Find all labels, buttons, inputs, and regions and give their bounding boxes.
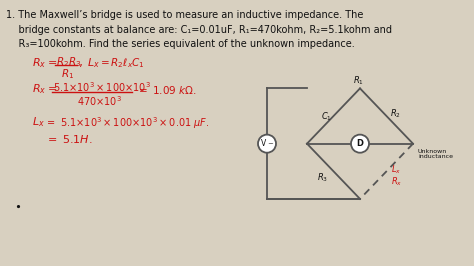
- Text: $C_1$: $C_1$: [321, 110, 332, 123]
- Text: V: V: [261, 139, 266, 148]
- Text: R₃=100kohm. Find the series equivalent of the unknown impedance.: R₃=100kohm. Find the series equivalent o…: [6, 39, 355, 49]
- Text: $L_x$: $L_x$: [32, 115, 45, 129]
- Text: $=$: $=$: [45, 82, 57, 92]
- Text: ,: ,: [79, 56, 83, 69]
- Text: $=$: $=$: [45, 56, 57, 66]
- Text: 1. The Maxwell’s bridge is used to measure an inductive impedance. The: 1. The Maxwell’s bridge is used to measu…: [6, 10, 364, 20]
- Text: bridge constants at balance are: C₁=0.01uF, R₁=470kohm, R₂=5.1kohm and: bridge constants at balance are: C₁=0.01…: [6, 25, 392, 35]
- Text: $5.1{\times}10^3 \times 100{\times}10^3$: $5.1{\times}10^3 \times 100{\times}10^3$: [53, 80, 151, 94]
- Circle shape: [258, 135, 276, 153]
- Text: $R_x$: $R_x$: [392, 175, 403, 188]
- Text: $R_1$: $R_1$: [353, 74, 364, 87]
- Text: ~: ~: [267, 141, 273, 147]
- Text: $R_1$: $R_1$: [61, 67, 74, 81]
- Text: $470{\times}10^3$: $470{\times}10^3$: [77, 94, 122, 108]
- Circle shape: [351, 135, 369, 153]
- Text: Unknown
inductance: Unknown inductance: [418, 149, 453, 160]
- Text: $= \ 1.09 \ k\Omega.$: $= \ 1.09 \ k\Omega.$: [136, 84, 197, 96]
- Text: $R_x$: $R_x$: [32, 56, 46, 70]
- Text: $= \ 5.1{\times}10^3 \times 100{\times}10^3 \times 0.01 \ \mu F.$: $= \ 5.1{\times}10^3 \times 100{\times}1…: [45, 115, 210, 131]
- Text: $\bullet$: $\bullet$: [14, 201, 21, 211]
- Text: $R_2 R_3$: $R_2 R_3$: [56, 55, 82, 69]
- Text: $= \ 5.1H.$: $= \ 5.1H.$: [45, 133, 93, 145]
- Text: $= R_2 \ell_x C_1$: $= R_2 \ell_x C_1$: [98, 56, 145, 70]
- Text: D: D: [356, 139, 364, 148]
- Text: $R_x$: $R_x$: [32, 82, 46, 96]
- Text: $L_x$: $L_x$: [87, 56, 100, 70]
- Text: $L_x$: $L_x$: [392, 163, 401, 176]
- Text: $R_3$: $R_3$: [318, 171, 328, 184]
- Text: $R_2$: $R_2$: [391, 108, 401, 120]
